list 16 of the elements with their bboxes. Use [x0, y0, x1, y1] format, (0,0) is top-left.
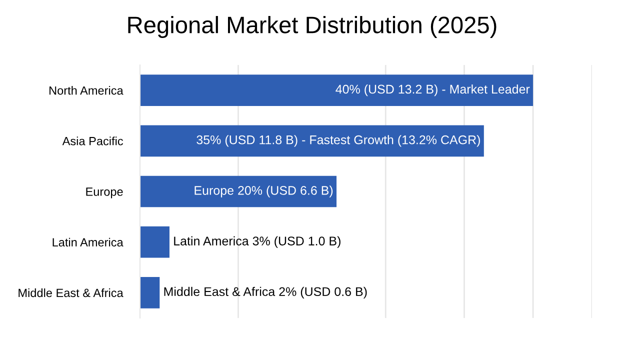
- data-label: Europe 20% (USD 6.6 B): [194, 186, 333, 198]
- y-tick-label: Latin America: [52, 238, 124, 246]
- y-tick-label: Asia Pacific: [62, 136, 124, 146]
- bar: [140, 277, 160, 308]
- y-tick-label: North America: [50, 86, 124, 95]
- data-label: Latin America 3% (USD 1.0 B): [174, 236, 340, 248]
- bar: [140, 176, 337, 208]
- bar: [140, 74, 534, 106]
- bar: [140, 125, 484, 157]
- chart-title: Regional Market Distribution (2025): [128, 16, 496, 38]
- data-label: 35% (USD 11.8 B) - Fastest Growth (13.2% CAGR): [196, 135, 480, 147]
- data-label: Middle East & Africa 2% (USD 0.6 B): [164, 286, 367, 299]
- bar: [140, 226, 170, 258]
- y-tick-label: Europe: [86, 188, 123, 198]
- y-tick-label: Middle East & Africa: [18, 288, 124, 298]
- data-label: 40% (USD 13.2 B) - Market Leader: [336, 84, 530, 96]
